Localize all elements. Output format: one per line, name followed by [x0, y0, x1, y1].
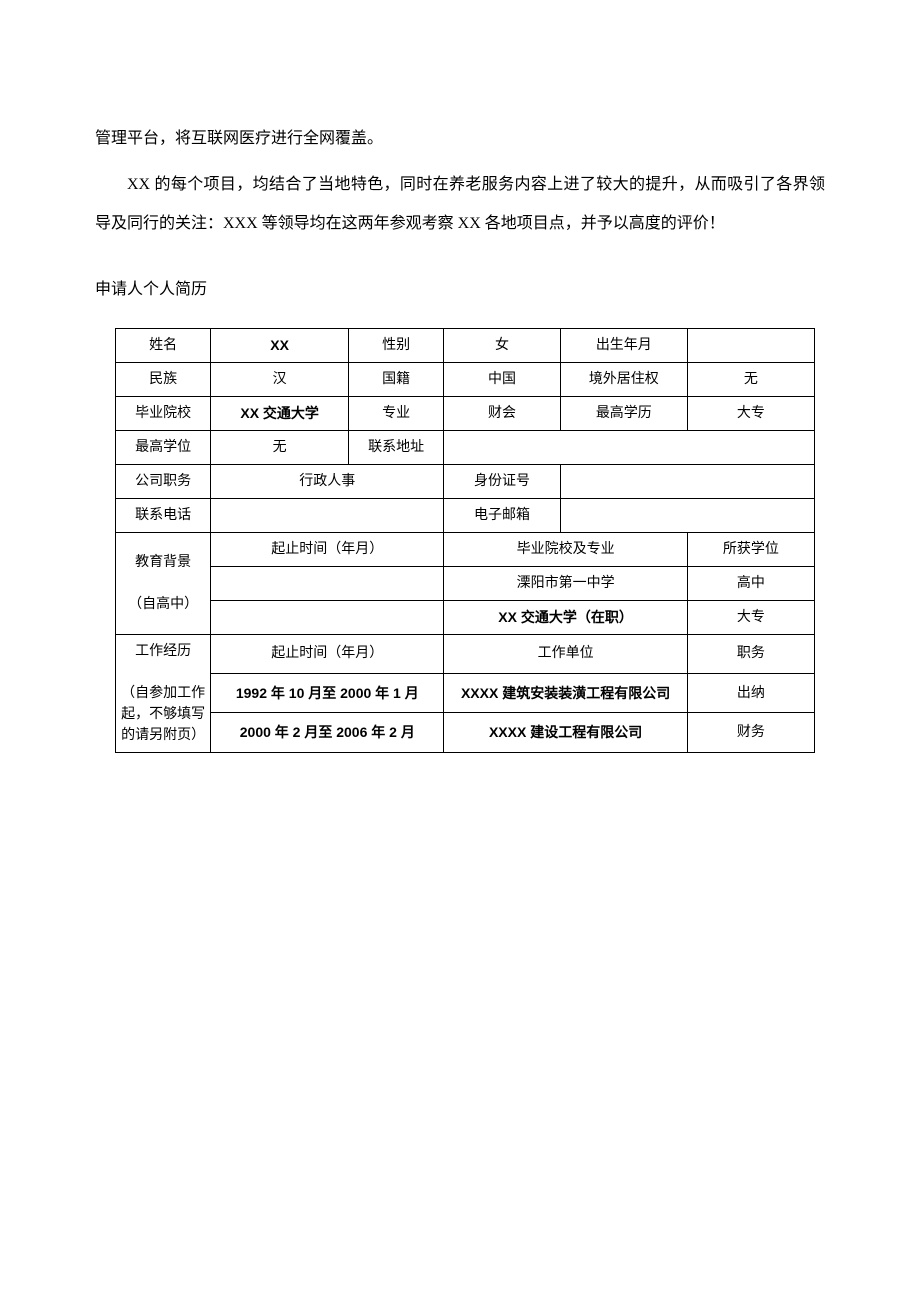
work-period-1: 2000 年 2 月至 2006 年 2 月: [211, 713, 444, 752]
edu-degree-0: 高中: [687, 566, 814, 600]
table-row: XX 交通大学（在职） 大专: [116, 600, 815, 634]
label-highest-degree: 最高学位: [116, 430, 211, 464]
table-row: 公司职务 行政人事 身份证号: [116, 464, 815, 498]
label-major: 专业: [348, 396, 443, 430]
label-address: 联系地址: [348, 430, 443, 464]
label-nationality: 国籍: [348, 362, 443, 396]
edu-degree-1: 大专: [687, 600, 814, 634]
table-row: 姓名 XX 性别 女 出生年月: [116, 328, 815, 362]
value-highest-edu: 大专: [687, 396, 814, 430]
edu-school-1: XX 交通大学（在职）: [444, 600, 688, 634]
value-nationality: 中国: [444, 362, 560, 396]
value-birth: [687, 328, 814, 362]
work-title-0: 出纳: [687, 673, 814, 712]
table-row: 最高学位 无 联系地址: [116, 430, 815, 464]
work-unit-1: XXXX 建设工程有限公司: [444, 713, 688, 752]
label-phone: 联系电话: [116, 498, 211, 532]
label-work-period: 起止时间（年月）: [211, 634, 444, 673]
label-id-number: 身份证号: [444, 464, 560, 498]
value-address: [444, 430, 815, 464]
table-row: 教育背景 （自高中） 起止时间（年月） 毕业院校及专业 所获学位: [116, 532, 815, 566]
label-job-title: 职务: [687, 634, 814, 673]
label-position: 公司职务: [116, 464, 211, 498]
value-major: 财会: [444, 396, 560, 430]
table-row: 联系电话 电子邮箱: [116, 498, 815, 532]
label-highest-edu: 最高学历: [560, 396, 687, 430]
label-school: 毕业院校: [116, 396, 211, 430]
label-school-major: 毕业院校及专业: [444, 532, 688, 566]
paragraph-continuation: 管理平台，将互联网医疗进行全网覆盖。: [95, 120, 825, 158]
resume-table: 姓名 XX 性别 女 出生年月 民族 汉 国籍 中国 境外居住权 无 毕业院校 …: [115, 328, 815, 753]
table-row: 1992 年 10 月至 2000 年 1 月 XXXX 建筑安装装潢工程有限公…: [116, 673, 815, 712]
work-exp-text: 工作经历: [135, 644, 191, 659]
edu-period-0: [211, 566, 444, 600]
value-highest-degree: 无: [211, 430, 349, 464]
label-birth: 出生年月: [560, 328, 687, 362]
value-name: XX: [211, 328, 349, 362]
value-gender: 女: [444, 328, 560, 362]
label-work-unit: 工作单位: [444, 634, 688, 673]
value-school: XX 交通大学: [211, 396, 349, 430]
label-ethnicity: 民族: [116, 362, 211, 396]
work-exp-note: （自参加工作起，不够填写的请另附页）: [121, 686, 205, 743]
table-row: 2000 年 2 月至 2006 年 2 月 XXXX 建设工程有限公司 财务: [116, 713, 815, 752]
table-row: 溧阳市第一中学 高中: [116, 566, 815, 600]
label-period: 起止时间（年月）: [211, 532, 444, 566]
value-id-number: [560, 464, 814, 498]
label-name: 姓名: [116, 328, 211, 362]
edu-bg-text: 教育背景: [135, 555, 191, 570]
label-overseas: 境外居住权: [560, 362, 687, 396]
table-row: 工作经历 （自参加工作起，不够填写的请另附页） 起止时间（年月） 工作单位 职务: [116, 634, 815, 673]
value-email: [560, 498, 814, 532]
label-email: 电子邮箱: [444, 498, 560, 532]
table-row: 民族 汉 国籍 中国 境外居住权 无: [116, 362, 815, 396]
edu-bg-note: （自高中）: [128, 597, 198, 612]
section-title-resume: 申请人个人简历: [95, 271, 825, 309]
work-unit-0: XXXX 建筑安装装潢工程有限公司: [444, 673, 688, 712]
label-degree-obtained: 所获学位: [687, 532, 814, 566]
value-position: 行政人事: [211, 464, 444, 498]
label-gender: 性别: [348, 328, 443, 362]
work-title-1: 财务: [687, 713, 814, 752]
table-row: 毕业院校 XX 交通大学 专业 财会 最高学历 大专: [116, 396, 815, 430]
paragraph-body: XX 的每个项目，均结合了当地特色，同时在养老服务内容上进了较大的提升，从而吸引…: [95, 166, 825, 243]
value-overseas: 无: [687, 362, 814, 396]
work-period-0: 1992 年 10 月至 2000 年 1 月: [211, 673, 444, 712]
value-phone: [211, 498, 444, 532]
label-work-exp: 工作经历 （自参加工作起，不够填写的请另附页）: [116, 634, 211, 752]
value-ethnicity: 汉: [211, 362, 349, 396]
edu-school-0: 溧阳市第一中学: [444, 566, 688, 600]
edu-period-1: [211, 600, 444, 634]
label-edu-bg: 教育背景 （自高中）: [116, 532, 211, 634]
